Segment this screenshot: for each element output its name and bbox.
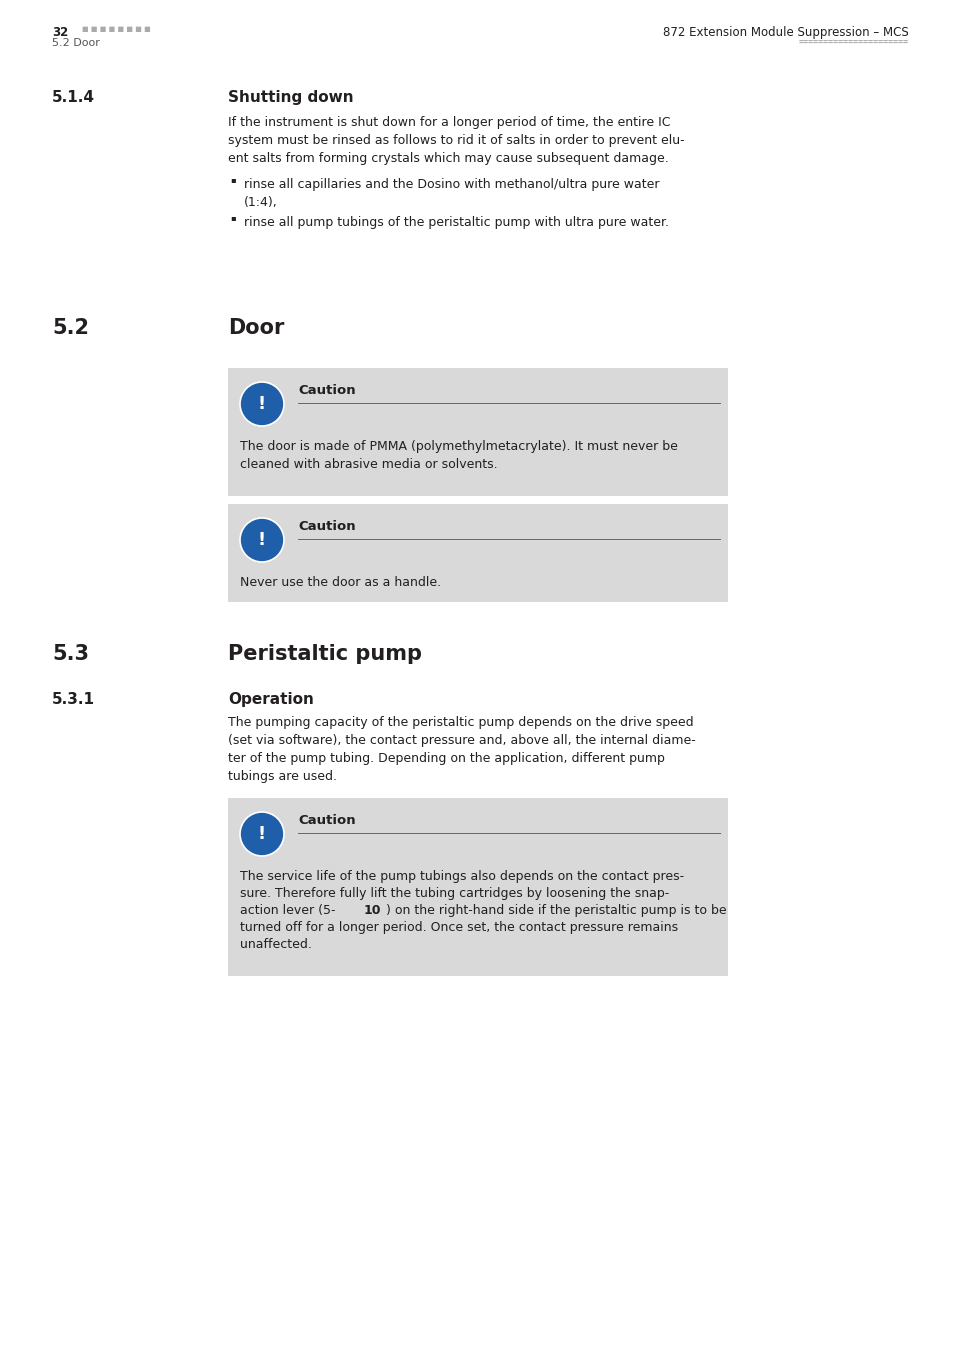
- Text: 5.1.4: 5.1.4: [52, 90, 95, 105]
- Text: The door is made of PMMA (polymethylmetacrylate). It must never be
cleaned with : The door is made of PMMA (polymethylmeta…: [240, 440, 678, 471]
- Text: rinse all capillaries and the Dosino with methanol/ultra pure water
(1:4),: rinse all capillaries and the Dosino wit…: [244, 178, 659, 209]
- Text: Caution: Caution: [297, 520, 355, 533]
- Text: ■ ■ ■ ■ ■ ■ ■ ■: ■ ■ ■ ■ ■ ■ ■ ■: [82, 26, 152, 32]
- Text: The pumping capacity of the peristaltic pump depends on the drive speed
(set via: The pumping capacity of the peristaltic …: [228, 716, 695, 783]
- Text: 5.2: 5.2: [52, 319, 89, 338]
- FancyBboxPatch shape: [228, 504, 727, 602]
- Circle shape: [240, 811, 284, 856]
- Text: If the instrument is shut down for a longer period of time, the entire IC
system: If the instrument is shut down for a lon…: [228, 116, 684, 165]
- Text: Door: Door: [228, 319, 284, 338]
- Circle shape: [240, 518, 284, 562]
- Text: 5.2 Door: 5.2 Door: [52, 38, 100, 49]
- Text: 5.3: 5.3: [52, 644, 89, 664]
- FancyBboxPatch shape: [228, 798, 727, 976]
- Text: ======================: ======================: [799, 38, 908, 47]
- Text: sure. Therefore fully lift the tubing cartridges by loosening the snap-: sure. Therefore fully lift the tubing ca…: [240, 887, 669, 900]
- Text: !: !: [257, 396, 266, 413]
- Text: The service life of the pump tubings also depends on the contact pres-: The service life of the pump tubings als…: [240, 869, 683, 883]
- Text: 10: 10: [363, 904, 380, 917]
- Text: ▪: ▪: [230, 213, 235, 221]
- Text: 32: 32: [52, 26, 69, 39]
- Text: !: !: [257, 531, 266, 549]
- Circle shape: [240, 382, 284, 427]
- Text: Peristaltic pump: Peristaltic pump: [228, 644, 421, 664]
- Text: 872 Extension Module Suppression – MCS: 872 Extension Module Suppression – MCS: [662, 26, 908, 39]
- Text: Never use the door as a handle.: Never use the door as a handle.: [240, 576, 440, 589]
- Text: rinse all pump tubings of the peristaltic pump with ultra pure water.: rinse all pump tubings of the peristalti…: [244, 216, 668, 230]
- Text: Operation: Operation: [228, 693, 314, 707]
- Text: Caution: Caution: [297, 814, 355, 828]
- Text: !: !: [257, 825, 266, 842]
- Text: ) on the right-hand side if the peristaltic pump is to be: ) on the right-hand side if the peristal…: [385, 904, 725, 917]
- Text: action lever (5-: action lever (5-: [240, 904, 335, 917]
- Text: unaffected.: unaffected.: [240, 938, 312, 950]
- Text: turned off for a longer period. Once set, the contact pressure remains: turned off for a longer period. Once set…: [240, 921, 678, 934]
- Text: 5.3.1: 5.3.1: [52, 693, 95, 707]
- FancyBboxPatch shape: [228, 369, 727, 495]
- Text: Shutting down: Shutting down: [228, 90, 354, 105]
- Text: Caution: Caution: [297, 383, 355, 397]
- Text: ▪: ▪: [230, 176, 235, 184]
